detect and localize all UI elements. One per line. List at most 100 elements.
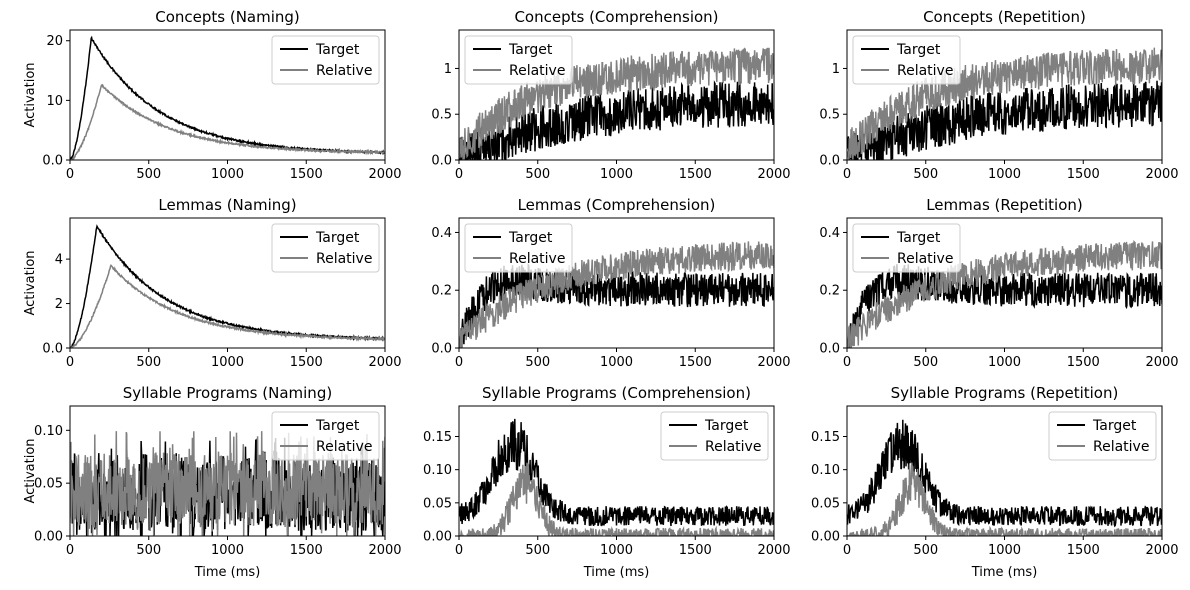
legend-label-target: Target: [704, 418, 749, 434]
y-tick-label: 0.10: [423, 463, 452, 478]
x-axis-label: Time (ms): [971, 565, 1038, 580]
x-tick-label: 2000: [368, 543, 401, 558]
legend-label-relative: Relative: [316, 439, 372, 455]
x-tick-label: 0: [843, 543, 851, 558]
y-tick-label: 0.00: [811, 530, 840, 545]
legend-label-relative: Relative: [316, 251, 372, 267]
y-tick-label: 0.0: [431, 154, 452, 169]
x-tick-label: 1000: [600, 355, 633, 370]
y-tick-label: 0.4: [819, 226, 840, 241]
legend: Target Relative: [464, 35, 573, 85]
series-line-target: [459, 80, 774, 160]
subplot-title: Syllable Programs (Naming): [123, 384, 332, 402]
y-tick-label: 0.00: [423, 530, 452, 545]
subplot-title: Concepts (Repetition): [923, 8, 1086, 26]
legend: Target Relative: [464, 223, 573, 273]
subplot-1: Concepts (Naming) 0 500 1000 1500 2000 0.0 10 20…: [23, 8, 402, 182]
legend-label-target: Target: [315, 230, 360, 246]
y-axis-label: Activation: [23, 438, 38, 503]
subplot-8: Syllable Programs (Comprehension) 0 500 100…: [423, 384, 791, 580]
series-line-relative: [847, 240, 1162, 348]
y-tick-label: 0.0: [431, 342, 452, 357]
y-tick-label: 0.5: [431, 108, 452, 123]
subplot-title: Syllable Programs (Comprehension): [482, 384, 751, 402]
x-tick-label: 500: [525, 167, 550, 182]
subplot-title: Concepts (Naming): [155, 8, 300, 26]
x-tick-label: 1000: [211, 543, 244, 558]
x-tick-label: 500: [525, 543, 550, 558]
legend: Target Relative: [271, 411, 380, 461]
x-tick-label: 500: [525, 355, 550, 370]
x-tick-label: 1500: [290, 167, 323, 182]
legend-label-relative: Relative: [897, 251, 953, 267]
series-line-relative: [70, 83, 385, 160]
subplot-title: Lemmas (Comprehension): [518, 196, 716, 214]
x-tick-label: 500: [913, 543, 938, 558]
x-tick-label: 2000: [1145, 543, 1178, 558]
x-tick-label: 1000: [211, 167, 244, 182]
subplot-4: Lemmas (Naming) 0 500 1000 1500 2000 0.0 2 4 Acti…: [23, 196, 402, 370]
x-tick-label: 2000: [1145, 167, 1178, 182]
y-tick-label: 0.05: [811, 496, 840, 511]
legend: Target Relative: [852, 35, 961, 85]
series-line-relative: [459, 241, 774, 348]
y-tick-label: 0.10: [34, 424, 63, 439]
y-tick-label: 0.15: [811, 430, 840, 445]
x-tick-label: 1500: [679, 355, 712, 370]
y-tick-label: 0.2: [431, 284, 452, 299]
legend-label-target: Target: [1092, 418, 1137, 434]
x-tick-label: 1500: [290, 543, 323, 558]
y-tick-label: 1: [444, 62, 452, 77]
legend-label-target: Target: [896, 42, 941, 58]
x-axis-label: Time (ms): [194, 565, 261, 580]
x-tick-label: 1500: [679, 167, 712, 182]
legend-label-target: Target: [315, 42, 360, 58]
y-tick-label: 1: [832, 62, 840, 77]
x-tick-label: 1000: [988, 355, 1021, 370]
series-line-relative: [459, 462, 774, 536]
y-tick-label: 0.00: [34, 530, 63, 545]
x-tick-label: 500: [913, 355, 938, 370]
y-tick-label: 2: [55, 297, 63, 312]
y-tick-label: 0.15: [423, 430, 452, 445]
y-tick-label: 0.2: [819, 284, 840, 299]
legend: Target Relative: [271, 223, 380, 273]
legend-label-relative: Relative: [897, 63, 953, 79]
subplot-5: Lemmas (Comprehension) 0 500 1000 1500 2000 0.…: [431, 196, 790, 370]
x-tick-label: 0: [66, 543, 74, 558]
x-tick-label: 0: [843, 167, 851, 182]
legend-label-relative: Relative: [509, 63, 565, 79]
legend-label-target: Target: [315, 418, 360, 434]
y-axis-label: Activation: [23, 250, 38, 315]
subplot-3: Concepts (Repetition) 0 500 1000 1500 2000 0.0…: [819, 8, 1178, 182]
x-tick-label: 0: [455, 355, 463, 370]
y-tick-label: 10: [46, 94, 63, 109]
subplot-2: Concepts (Comprehension) 0 500 1000 1500 2000…: [431, 8, 790, 182]
x-tick-label: 2000: [1145, 355, 1178, 370]
series-line-target: [459, 418, 774, 527]
y-tick-label: 0.05: [423, 496, 452, 511]
x-tick-label: 1000: [988, 543, 1021, 558]
x-tick-label: 2000: [757, 543, 790, 558]
legend-label-relative: Relative: [509, 251, 565, 267]
x-tick-label: 1000: [600, 167, 633, 182]
y-tick-label: 0.05: [34, 477, 63, 492]
y-tick-label: 0.0: [42, 342, 63, 357]
series-line-relative: [70, 431, 385, 536]
series-line-relative: [459, 47, 774, 160]
y-tick-label: 0.4: [431, 226, 452, 241]
legend-label-relative: Relative: [316, 63, 372, 79]
x-tick-label: 2000: [757, 167, 790, 182]
series-line-relative: [847, 462, 1162, 536]
legend-label-target: Target: [896, 230, 941, 246]
x-tick-label: 1000: [211, 355, 244, 370]
x-tick-label: 500: [136, 543, 161, 558]
subplot-6: Lemmas (Repetition) 0 500 1000 1500 2000 0.0 0.…: [819, 196, 1178, 370]
x-tick-label: 1500: [679, 543, 712, 558]
y-tick-label: 4: [55, 253, 63, 268]
series-line-target: [847, 419, 1162, 528]
legend-label-target: Target: [508, 230, 553, 246]
y-tick-label: 20: [46, 34, 63, 49]
series-line-relative: [847, 47, 1162, 160]
